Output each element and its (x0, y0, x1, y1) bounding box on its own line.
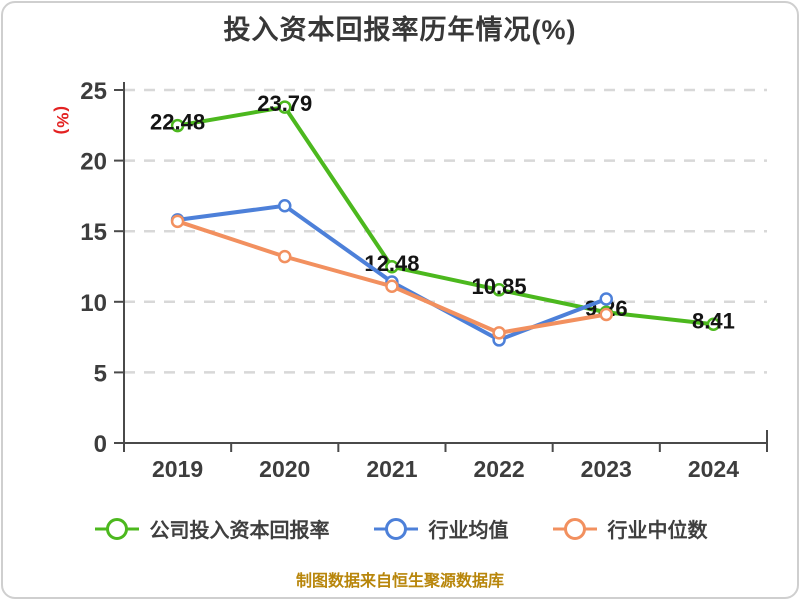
data-point-marker (278, 199, 292, 213)
chart-title: 投入资本回报率历年情况(%) (223, 15, 577, 45)
x-tick-label: 2022 (473, 456, 524, 482)
legend-label: 行业中位数 (607, 520, 708, 542)
legend-label: 公司投入资本回报率 (149, 520, 330, 542)
legend-marker-icon (373, 517, 418, 540)
data-point-marker (385, 260, 399, 274)
legend-marker-icon (94, 517, 139, 540)
legend-label: 行业均值 (428, 520, 509, 542)
data-point-marker (170, 118, 185, 133)
data-point-label: 23.79 (257, 91, 312, 116)
x-tick-label: 2024 (688, 456, 739, 482)
y-tick-label: 20 (80, 149, 107, 176)
data-point-marker (278, 249, 292, 264)
legend-item-1: 行业均值 (372, 514, 509, 543)
y-tick-label: 15 (80, 219, 107, 246)
data-point-marker (599, 307, 613, 322)
y-tick-label: 10 (80, 290, 107, 317)
data-point-label: 12.48 (364, 251, 419, 276)
x-tick-label: 2021 (366, 456, 417, 482)
data-point-marker (492, 326, 506, 340)
legend-item-0: 公司投入资本回报率 (93, 514, 330, 543)
y-tick-label: 5 (94, 360, 107, 387)
data-point-marker (492, 283, 506, 297)
x-tick-label: 2023 (581, 456, 632, 482)
data-point-label: 8.41 (692, 308, 735, 333)
legend-marker-icon (552, 517, 597, 540)
y-tick-label: 0 (94, 431, 107, 458)
data-point-marker (706, 317, 721, 332)
data-point-label: 10.85 (472, 274, 527, 299)
data-point-label: 22.48 (150, 110, 205, 135)
legend-item-2: 行业中位数 (551, 514, 708, 543)
legend: 公司投入资本回报率 行业均值 行业中位数 (0, 514, 800, 543)
series-line-0 (175, 105, 716, 327)
data-point-marker (599, 292, 613, 306)
y-tick-label: 25 (80, 78, 107, 105)
data-point-marker (170, 214, 185, 229)
x-tick-label: 2020 (259, 456, 310, 482)
data-point-marker (278, 100, 292, 114)
data-point-marker (385, 279, 399, 294)
data-source-note: 制图数据来自恒生聚源数据库 (295, 573, 504, 590)
line-chart: 0 5 10 15 20 25 2019 2020 2021 2022 2023 2024 22.48 2… (80, 78, 768, 482)
x-tick-label: 2019 (152, 456, 203, 482)
y-axis-unit-label: (%) (53, 106, 72, 136)
